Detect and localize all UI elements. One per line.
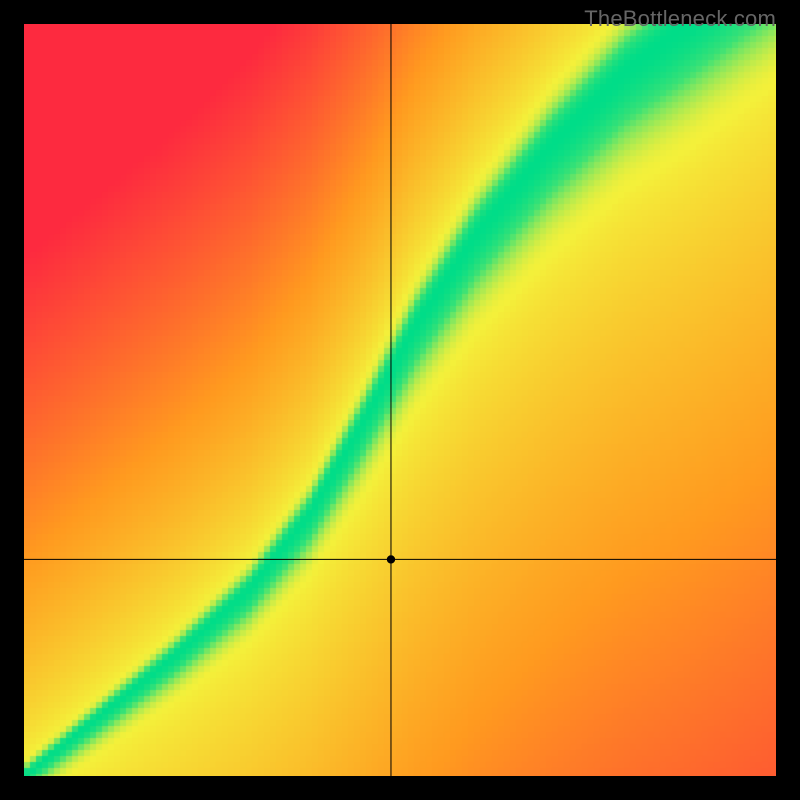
bottleneck-heatmap-canvas xyxy=(24,24,776,776)
heatmap-plot-area xyxy=(24,24,776,776)
watermark-text: TheBottleneck.com xyxy=(584,6,776,32)
chart-container: TheBottleneck.com xyxy=(0,0,800,800)
